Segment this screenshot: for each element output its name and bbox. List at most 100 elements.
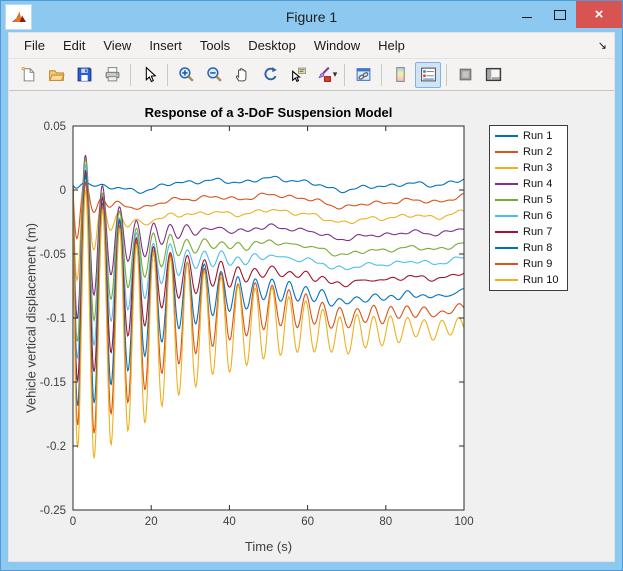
legend-line-sample — [495, 215, 518, 217]
series-line-run-3 — [73, 165, 464, 283]
menu-view[interactable]: View — [103, 38, 132, 53]
legend-line-sample — [495, 231, 518, 233]
legend-line-sample — [495, 279, 518, 281]
edit-plot-icon — [145, 66, 156, 83]
legend-entry-label: Run 2 — [523, 146, 553, 158]
menu-edit[interactable]: Edit — [62, 38, 86, 53]
legend-entry[interactable]: Run 2 — [490, 145, 567, 160]
x-tick-label: 40 — [223, 516, 236, 528]
y-tick-label: 0 — [60, 185, 66, 197]
series-line-run-2 — [73, 177, 464, 241]
maximize-icon — [553, 9, 566, 20]
insert-colorbar-button[interactable] — [387, 62, 413, 88]
legend-entry[interactable]: Run 4 — [490, 177, 567, 192]
legend-entry[interactable]: Run 10 — [490, 273, 567, 288]
legend-entry[interactable]: Run 8 — [490, 241, 567, 256]
insert-legend-button[interactable] — [415, 61, 441, 88]
plot-title: Response of a 3-DoF Suspension Model — [144, 105, 393, 120]
toolbar-separator — [130, 63, 131, 86]
legend-entry-label: Run 4 — [523, 178, 553, 190]
legend-entry[interactable]: Run 3 — [490, 161, 567, 176]
legend-line-sample — [495, 199, 518, 201]
y-tick-label: -0.25 — [40, 505, 66, 517]
legend-line-sample — [495, 151, 518, 153]
legend-entry[interactable]: Run 7 — [490, 225, 567, 240]
close-button[interactable]: × — [576, 1, 622, 28]
x-tick-label: 20 — [145, 516, 158, 528]
legend-entry-label: Run 3 — [523, 162, 553, 174]
insert-colorbar-icon — [395, 67, 405, 82]
pan-icon — [235, 68, 246, 82]
insert-legend-icon — [420, 67, 436, 82]
open-file-button[interactable] — [43, 62, 69, 88]
menu-file[interactable]: File — [24, 38, 45, 53]
legend-line-sample — [495, 167, 518, 169]
x-tick-label: 100 — [454, 516, 473, 528]
window-title: Figure 1 — [285, 8, 338, 25]
toolbar-separator — [167, 63, 168, 86]
new-figure-button[interactable] — [15, 62, 41, 88]
figure-client-area: File Edit View Insert Tools Desktop Window Help… — [8, 32, 615, 562]
maximize-button[interactable] — [543, 1, 576, 28]
title-bar[interactable]: Figure 1 × — [1, 1, 622, 32]
menu-insert[interactable]: Insert — [149, 38, 182, 53]
toolbar-separator — [344, 63, 345, 86]
brush-data-button[interactable]: ▾ — [313, 62, 339, 88]
y-tick-label: 0.05 — [44, 121, 66, 133]
print-figure-button[interactable] — [99, 62, 125, 88]
menu-desktop[interactable]: Desktop — [248, 38, 296, 53]
edit-plot-button[interactable] — [136, 62, 162, 88]
menu-help[interactable]: Help — [378, 38, 405, 53]
plot-area[interactable]: 0 20 40 60 80 100 0.05 0 -0.05 -0.1 -0.15 -0.2 -0.25 — [9, 91, 618, 565]
menu-bar: File Edit View Insert Tools Desktop Window Help… — [9, 33, 614, 59]
save-figure-button[interactable] — [71, 62, 97, 88]
zoom-out-button[interactable] — [201, 62, 227, 88]
rotate-3d-button[interactable] — [257, 62, 283, 88]
rotate-3d-icon — [263, 67, 277, 81]
zoom-in-button[interactable] — [173, 62, 199, 88]
legend-entry-label: Run 5 — [523, 194, 553, 206]
legend-entry-label: Run 10 — [523, 274, 559, 286]
legend-entry-label: Run 8 — [523, 242, 553, 254]
toolbar-separator — [381, 63, 382, 86]
legend-line-sample — [495, 183, 518, 185]
legend[interactable]: Run 1 Run 2 Run 3 Run 4 Run 5 Run 6 Run 7 Run 8… — [489, 125, 568, 291]
minimize-button[interactable] — [510, 1, 543, 28]
y-axis-label: Vehicle vertical displacement (m) — [23, 222, 39, 414]
menu-tools[interactable]: Tools — [199, 38, 231, 53]
y-tick-label: -0.15 — [40, 377, 66, 389]
legend-line-sample — [495, 247, 518, 249]
show-plot-tools-icon — [485, 67, 501, 82]
pan-button[interactable] — [229, 62, 255, 88]
figure-toolbar: ▾ — [9, 59, 614, 91]
series-line-run-1 — [73, 175, 464, 194]
legend-entry[interactable]: Run 9 — [490, 257, 567, 272]
series-line-run-6 — [73, 164, 464, 360]
legend-entry[interactable]: Run 6 — [490, 209, 567, 224]
hide-plot-tools-icon — [459, 68, 471, 81]
hide-plot-tools-button[interactable] — [452, 62, 478, 88]
save-figure-icon — [77, 67, 91, 82]
show-plot-tools-button[interactable] — [480, 62, 506, 88]
dock-figure-arrow-icon[interactable]: ↘ — [597, 40, 607, 52]
x-axis-label: Time (s) — [244, 539, 293, 554]
dropdown-caret-icon[interactable]: ▾ — [332, 69, 338, 79]
series-line-run-10 — [73, 185, 464, 459]
legend-entry[interactable]: Run 5 — [490, 193, 567, 208]
menu-window[interactable]: Window — [313, 38, 361, 53]
link-plot-button[interactable] — [350, 62, 376, 88]
y-tick-label: -0.05 — [40, 249, 66, 261]
print-figure-icon — [105, 67, 119, 82]
y-tick-label: -0.1 — [46, 313, 66, 325]
data-cursor-button[interactable] — [285, 62, 311, 88]
matlab-logo-icon — [11, 11, 26, 22]
figure-canvas: 0 20 40 60 80 100 0.05 0 -0.05 -0.1 -0.15 -0.2 -0.25… — [9, 91, 614, 561]
x-tick-label: 60 — [301, 516, 314, 528]
legend-entry[interactable]: Run 1 — [490, 129, 567, 144]
new-figure-icon — [20, 66, 34, 82]
series-line-run-4 — [73, 154, 464, 319]
legend-line-sample — [495, 135, 518, 137]
app-icon-button[interactable] — [5, 3, 32, 30]
toolbar-separator — [446, 63, 447, 86]
